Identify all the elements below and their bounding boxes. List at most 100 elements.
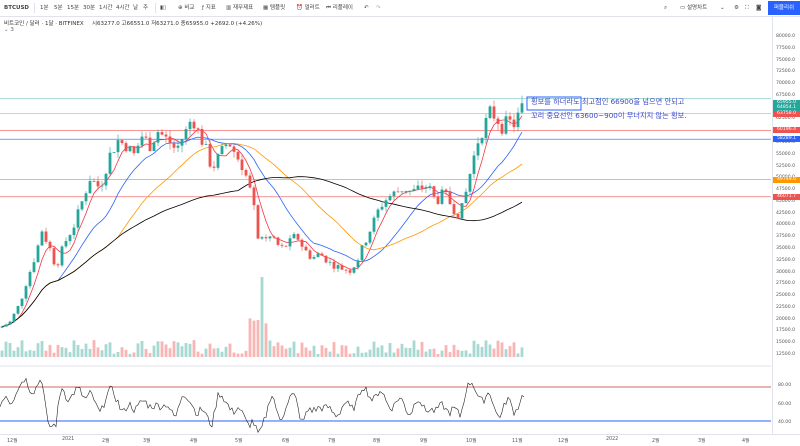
interval-5m[interactable]: 5분 (54, 5, 63, 11)
volume-bar (256, 319, 260, 357)
search-icon[interactable]: ⌕ (664, 5, 668, 11)
indicators-button[interactable]: ƒ 지표 (202, 5, 216, 11)
price-marker-label: 60196.4 (773, 127, 800, 134)
interval-30m[interactable]: 30분 (83, 5, 96, 11)
volume-bar (120, 347, 124, 357)
symbol-search[interactable]: BTCUSD (4, 5, 29, 11)
candle-body (300, 239, 304, 247)
candle-body (168, 136, 172, 144)
interval-day[interactable]: 날 (133, 5, 139, 11)
top-toolbar: BTCUSD 1분 5분 15분 30분 1시간 4시간 날 주 ▮▯ ⊕ 비교… (0, 0, 800, 17)
candle-body (20, 298, 24, 307)
candle-body (80, 201, 84, 210)
candle-body (312, 257, 316, 259)
volume-bar (328, 351, 332, 357)
time-axis[interactable]: 12월 2021 2월 3월 4월 5월 6월 7월 8월 9월 10월 11월 12월 2022 2월 3월… (0, 434, 800, 446)
redo-icon[interactable]: ↷ (376, 5, 381, 11)
time-tick-label: 3월 (698, 439, 706, 444)
volume-bar (196, 351, 200, 357)
financials-button[interactable]: ▥ 재무제표 (226, 5, 254, 11)
time-tick-label: 2월 (652, 439, 660, 444)
volume-bar (324, 347, 328, 357)
candle-body (468, 173, 472, 192)
volume-bar (492, 348, 496, 357)
toolbar-divider (155, 3, 156, 13)
fullscreen-icon[interactable]: ⛶ (745, 5, 749, 11)
volume-bar (128, 353, 132, 357)
volume-bar (508, 346, 512, 357)
candle-body (92, 181, 96, 182)
publish-button[interactable]: 퍼블리쉬 (768, 1, 800, 15)
candle-body (328, 261, 332, 263)
layout-button[interactable]: ▭ 설명차트 (680, 5, 708, 11)
interval-1h[interactable]: 1시간 (99, 5, 113, 11)
candle-body (244, 170, 248, 176)
undo-icon[interactable]: ↶ (364, 5, 369, 11)
volume-bar (60, 347, 64, 357)
candle-body (352, 267, 356, 273)
interval-week[interactable]: 주 (143, 5, 149, 11)
volume-bar (332, 342, 336, 357)
price-tick-label: 70000.0 (776, 81, 795, 87)
price-tick-label: 30000.0 (776, 269, 795, 275)
candle-body (4, 324, 8, 327)
candle-body (492, 106, 496, 119)
time-tick-label: 8월 (373, 439, 381, 444)
volume-bar (288, 347, 292, 357)
interval-15m[interactable]: 15분 (67, 5, 80, 11)
volume-bar (396, 348, 400, 357)
camera-icon[interactable]: ◙ (756, 5, 762, 11)
time-tick-label: 12월 (558, 439, 569, 444)
volume-bar (112, 353, 116, 357)
volume-bar (364, 352, 368, 357)
chevron-down-icon[interactable]: ⌄ (720, 5, 725, 11)
volume-bar (464, 350, 468, 357)
volume-bar (164, 344, 168, 357)
candle-body (392, 191, 396, 197)
volume-bar (8, 343, 12, 357)
volume-bar (320, 345, 324, 357)
volume-bar (272, 346, 276, 357)
volume-bar (100, 350, 104, 357)
candle-body (192, 121, 196, 129)
compare-button[interactable]: ⊕ 비교 (178, 5, 195, 11)
highlight-box[interactable] (526, 96, 582, 111)
replay-button[interactable]: ⏮ 리플레이 (326, 5, 353, 11)
annotation-line1: 횡보를 하더라도 최고점인 66900을 넘으면 안되고 (531, 97, 685, 106)
templates-button[interactable]: ▦ 템플릿 (263, 5, 286, 11)
settings-icon[interactable]: ⚙ (734, 5, 739, 11)
alert-button[interactable]: ⏰ 얼러트 (296, 5, 320, 11)
candle-body (268, 236, 272, 239)
moving-average-line[interactable] (1, 176, 523, 327)
volume-bar (340, 345, 344, 357)
volume-bar (172, 341, 176, 357)
chart-legend-ohlc: 시63277.0 고66551.0 저63271.0 종65955.0 +269… (92, 21, 263, 27)
candle-body (388, 196, 392, 201)
horizontal-levels (0, 98, 771, 198)
interval-1m[interactable]: 1분 (40, 5, 49, 11)
candle-body (396, 191, 400, 193)
price-axis[interactable]: 80000.0 77500.0 75000.0 72500.0 70000.0 67500… (772, 17, 800, 434)
candle-body (400, 191, 404, 193)
interval-4h[interactable]: 4시간 (116, 5, 130, 11)
candle-body (316, 253, 320, 258)
volume-bar (32, 350, 36, 357)
time-tick-label: 4월 (742, 439, 750, 444)
oscillator-tick-label: 40.00 (778, 420, 792, 425)
volume-bar (180, 346, 184, 357)
candle-body (40, 231, 44, 246)
time-tick-label: 4월 (190, 439, 198, 444)
candle-body (484, 118, 488, 139)
volume-bar (52, 352, 56, 357)
candle-body (416, 185, 420, 190)
annotation-line2: 꼬리 중요선인 63600~900이 무너지지 않는 횡보. (531, 111, 687, 120)
candle-body (384, 200, 388, 207)
toolbar-divider (34, 3, 35, 13)
chevron-icon[interactable]: ⌄ (4, 27, 11, 33)
time-tick-label: 11월 (512, 439, 523, 444)
candle-body (472, 155, 476, 174)
price-chart[interactable]: 횡보를 하더라도 최고점인 66900을 넘으면 안되고 꼬리 중요선인 636… (0, 17, 771, 434)
candle-body (372, 217, 376, 232)
time-tick-label: 9월 (420, 439, 428, 444)
chart-type-icon[interactable]: ▮▯ (160, 5, 167, 11)
